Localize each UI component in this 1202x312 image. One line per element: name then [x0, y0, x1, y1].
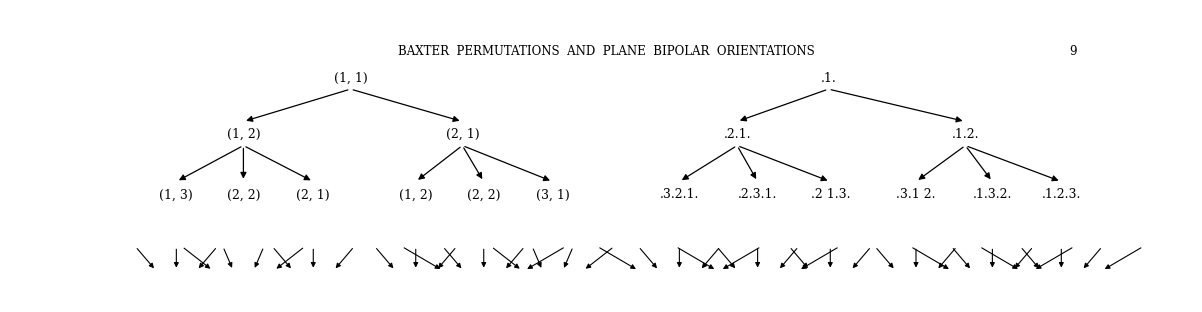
- Text: (2, 1): (2, 1): [446, 128, 480, 141]
- Text: (1, 1): (1, 1): [334, 72, 368, 85]
- Text: .1.2.: .1.2.: [952, 128, 980, 141]
- Text: (1, 2): (1, 2): [399, 188, 433, 201]
- Text: .3.2.1.: .3.2.1.: [660, 188, 700, 201]
- Text: BAXTER  PERMUTATIONS  AND  PLANE  BIPOLAR  ORIENTATIONS: BAXTER PERMUTATIONS AND PLANE BIPOLAR OR…: [398, 45, 815, 58]
- Text: 9: 9: [1070, 45, 1077, 58]
- Text: .3.1 2.: .3.1 2.: [897, 188, 935, 201]
- Text: .2.1.: .2.1.: [724, 128, 751, 141]
- Text: (2, 1): (2, 1): [297, 188, 331, 201]
- Text: (3, 1): (3, 1): [536, 188, 570, 201]
- Text: .1.3.2.: .1.3.2.: [972, 188, 1012, 201]
- Text: (2, 2): (2, 2): [468, 188, 500, 201]
- Text: .2.3.1.: .2.3.1.: [738, 188, 778, 201]
- Text: (2, 2): (2, 2): [227, 188, 260, 201]
- Text: (1, 2): (1, 2): [227, 128, 260, 141]
- Text: .2 1.3.: .2 1.3.: [810, 188, 850, 201]
- Text: (1, 3): (1, 3): [160, 188, 194, 201]
- Text: .1.2.3.: .1.2.3.: [1042, 188, 1081, 201]
- Text: .1.: .1.: [821, 72, 837, 85]
